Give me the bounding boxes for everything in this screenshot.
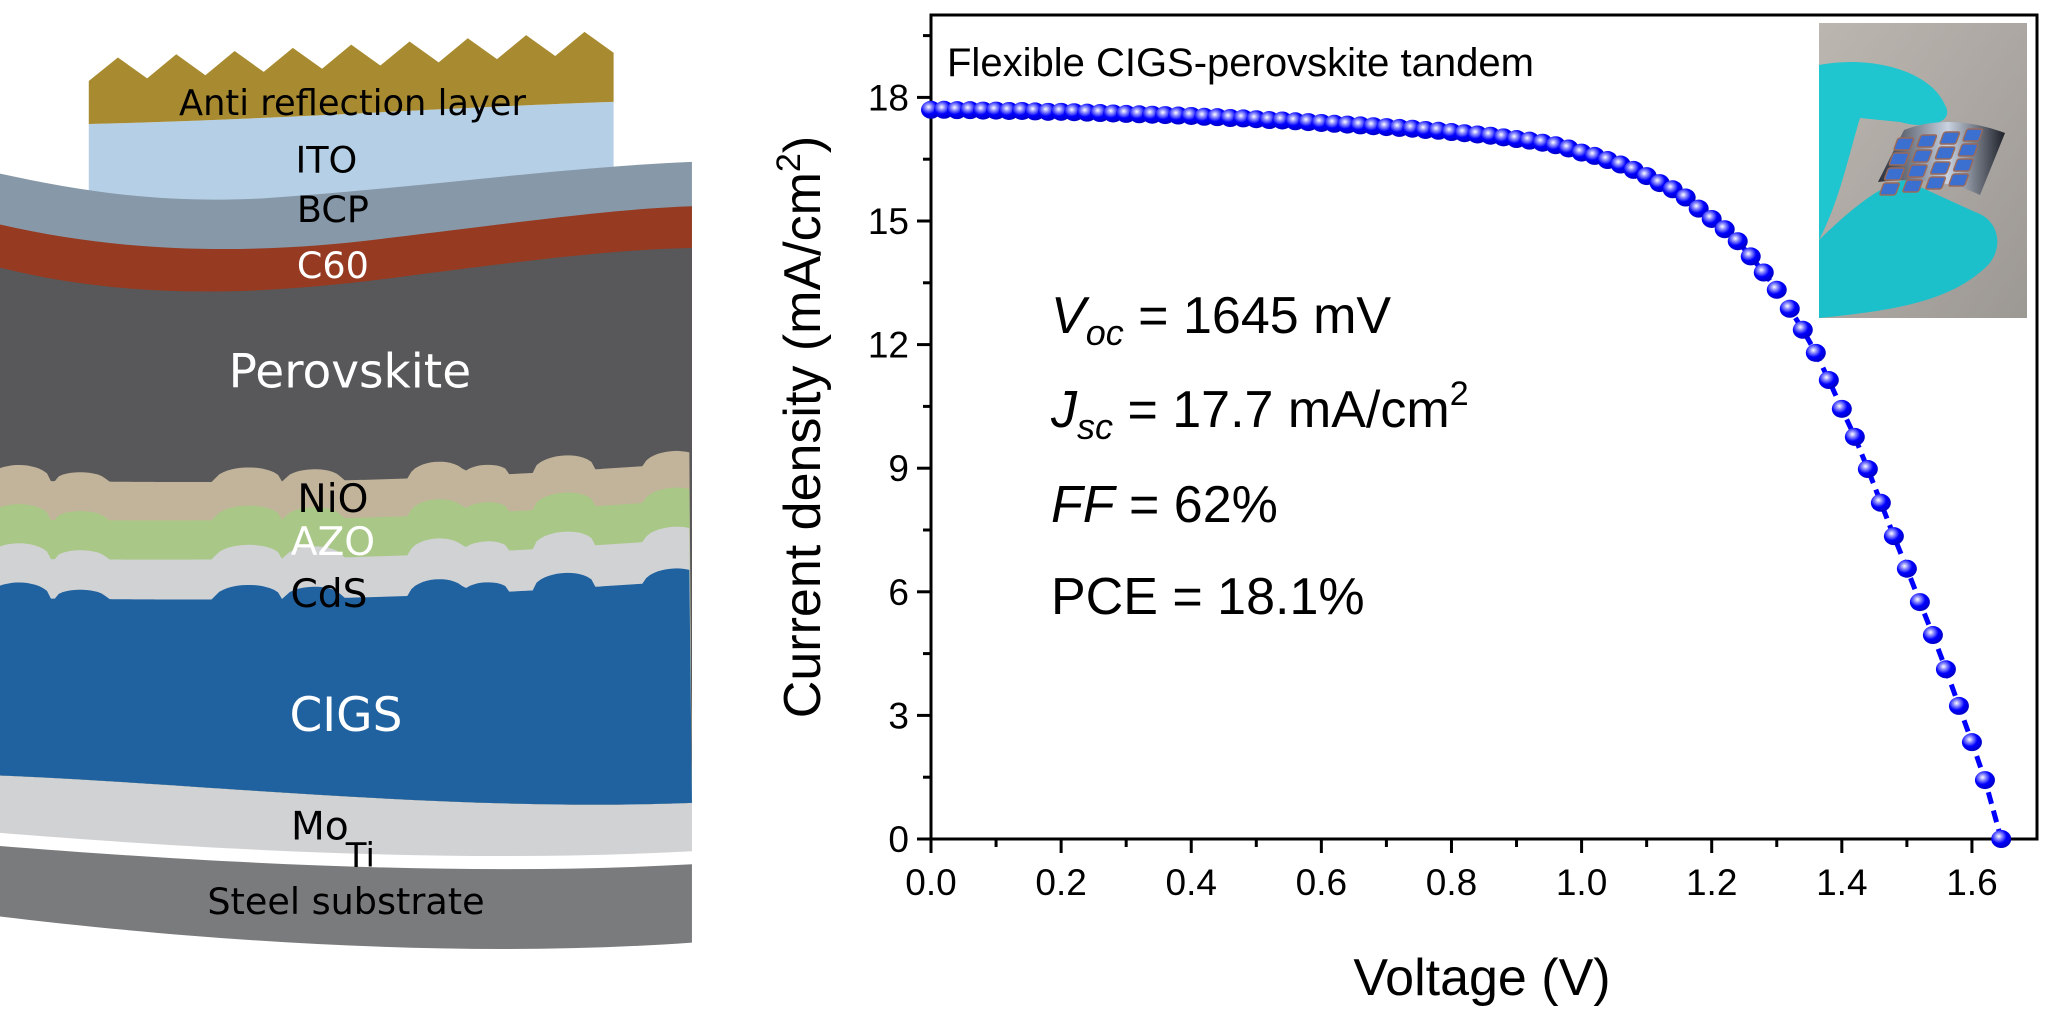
data-point xyxy=(1779,299,1800,318)
data-point xyxy=(1701,209,1722,228)
y-tick-label: 12 xyxy=(868,325,909,366)
label-azo: AZO xyxy=(291,520,375,565)
label-cds: CdS xyxy=(290,572,367,617)
cell-pixel xyxy=(1939,131,1961,145)
y-tick-label: 15 xyxy=(868,201,909,242)
cell-pixel xyxy=(1893,137,1915,151)
data-point xyxy=(1948,696,1969,715)
data-point xyxy=(1727,232,1748,251)
x-tick-label: 0.8 xyxy=(1426,862,1477,903)
data-point xyxy=(1675,188,1696,207)
cell-pixel xyxy=(1929,161,1951,175)
data-point xyxy=(1831,399,1852,418)
x-tick-label: 1.0 xyxy=(1556,862,1607,903)
data-point xyxy=(1844,427,1865,446)
data-point xyxy=(1909,593,1930,612)
y-tick-label: 18 xyxy=(868,77,909,118)
label-ito: ITO xyxy=(295,138,357,181)
data-point xyxy=(1753,263,1774,282)
cell-pixel xyxy=(1957,143,1979,157)
y-tick-label: 3 xyxy=(888,695,909,736)
data-point xyxy=(1818,371,1839,390)
data-point xyxy=(1805,343,1826,362)
x-tick-label: 0.0 xyxy=(905,862,956,903)
layer-labels: Anti reflection layer ITO BCP C60 Perovs… xyxy=(179,83,526,923)
x-tick-label: 1.6 xyxy=(1946,862,1997,903)
x-axis-title: Voltage (V) xyxy=(1353,949,1610,1007)
label-c60: C60 xyxy=(297,244,369,287)
label-anti-reflection: Anti reflection layer xyxy=(179,83,526,124)
label-steel: Steel substrate xyxy=(207,880,484,923)
y-axis-title-end: ) xyxy=(774,136,832,153)
cell-pixel xyxy=(1925,176,1947,190)
y-tick-label: 9 xyxy=(888,448,909,489)
cell-pixel xyxy=(1883,167,1905,181)
x-tick-labels: 0.0 0.2 0.4 0.6 0.8 1.0 1.2 1.4 1.6 xyxy=(905,862,1997,903)
plot-frame xyxy=(929,13,2039,841)
label-mo: Mo xyxy=(291,804,349,849)
data-point xyxy=(1792,320,1813,339)
y-tick-label: 0 xyxy=(888,819,909,860)
annotations: Voc = 1645 mV Jsc = 17.7 mA/cm2 FF = 62%… xyxy=(1050,287,1469,626)
jv-data-points xyxy=(921,100,2012,848)
cell-pixel xyxy=(1962,128,1984,142)
label-perovskite: Perovskite xyxy=(229,345,471,400)
data-point xyxy=(1896,559,1917,578)
x-tick-label: 1.4 xyxy=(1816,862,1867,903)
y-axis-title: Current density (mA/cm2) xyxy=(770,136,832,718)
cell-pixel xyxy=(1888,152,1910,166)
label-ti: Ti xyxy=(345,836,375,876)
layer-cigs xyxy=(0,568,692,805)
label-cigs: CIGS xyxy=(290,688,403,743)
layer-steel-substrate xyxy=(0,845,692,949)
cell-pixel xyxy=(1948,173,1970,187)
data-point xyxy=(1766,280,1787,299)
x-tick-label: 1.2 xyxy=(1686,862,1737,903)
x-tick-label: 0.4 xyxy=(1166,862,1217,903)
y-tick-labels: 0 3 6 9 12 15 18 xyxy=(868,77,909,860)
data-point xyxy=(1961,733,1982,752)
y-axis-title-main: Current density (mA/cm xyxy=(774,172,832,718)
annotation-ff: FF = 62% xyxy=(1051,476,1278,534)
cell-pixel xyxy=(1906,164,1928,178)
x-tick-label: 0.6 xyxy=(1296,862,1347,903)
inset-photo xyxy=(1819,23,2027,318)
layer-anti-reflection xyxy=(88,31,614,125)
data-point xyxy=(1714,220,1735,239)
device-stack-diagram: Anti reflection layer ITO BCP C60 Perovs… xyxy=(0,31,692,949)
cell-pixel xyxy=(1911,149,1933,163)
y-axis-title-sup: 2 xyxy=(770,153,808,172)
data-point xyxy=(1870,493,1891,512)
data-point xyxy=(1991,830,2012,848)
layer-mo xyxy=(0,775,692,857)
label-nio: NiO xyxy=(297,477,368,522)
cell-pixel xyxy=(1934,146,1956,160)
data-point xyxy=(1688,199,1709,218)
layer-shapes xyxy=(0,31,692,949)
annotation-voc: Voc = 1645 mV xyxy=(1051,287,1391,353)
cell-pixel xyxy=(1879,182,1901,196)
data-point xyxy=(1974,771,1995,790)
axis-ticks xyxy=(917,34,1974,853)
data-point xyxy=(1883,527,1904,546)
annotation-pce: PCE = 18.1% xyxy=(1051,568,1365,626)
data-point xyxy=(1935,660,1956,679)
cell-pixel xyxy=(1902,179,1924,193)
cell-pixel xyxy=(1916,134,1938,148)
data-point xyxy=(1857,460,1878,479)
data-point xyxy=(1740,247,1761,266)
cell-pixel xyxy=(1952,158,1974,172)
chart-title: Flexible CIGS-perovskite tandem xyxy=(947,41,1534,85)
label-bcp: BCP xyxy=(297,188,369,231)
annotation-jsc: Jsc = 17.7 mA/cm2 xyxy=(1050,375,1469,447)
y-tick-label: 6 xyxy=(888,572,909,613)
x-tick-label: 0.2 xyxy=(1035,862,1086,903)
data-point xyxy=(1922,626,1943,645)
